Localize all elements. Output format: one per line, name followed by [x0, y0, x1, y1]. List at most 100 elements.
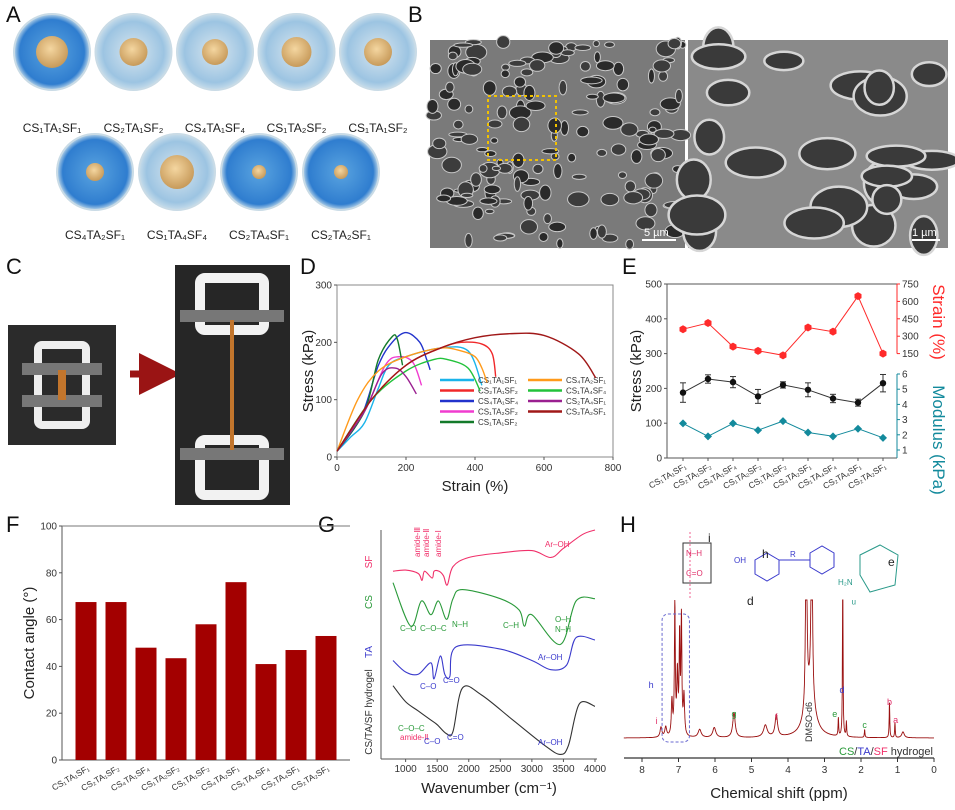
sem-pore: [567, 191, 590, 208]
sem-pore: [460, 133, 479, 145]
panel-b-sem-images: 5 µm 1 µm: [425, 26, 955, 257]
legend-label: CS₂TA₁SF₂: [478, 387, 518, 396]
series-line-5: [336, 347, 488, 452]
legend-label: CS₂TA₄SF₁: [566, 397, 606, 406]
repeat-n: n: [852, 598, 856, 607]
panel-label-b: B: [408, 2, 423, 27]
legend-text: CS/TA/SF hydrogel: [839, 746, 933, 758]
panel-e-mechanical-summary-chart: 0 100 200 300 400 500 150 300 450 600 750 1 2 3 4 5 6 Str…: [628, 280, 948, 495]
spectrum-label: CS: [364, 595, 375, 609]
sem-pore: [623, 191, 644, 205]
x-tick-label: 1500: [426, 764, 449, 775]
peak-label: e: [832, 709, 837, 719]
y-tick-label: 300: [315, 281, 332, 292]
sem-pore: [600, 192, 620, 207]
sem-pore: [547, 117, 562, 134]
peak-label: i: [656, 716, 658, 726]
legend-part: /: [871, 746, 875, 758]
sem-pore: [574, 44, 592, 52]
stress-point: [704, 375, 712, 383]
sem-pore: [690, 42, 747, 71]
label-h: h: [762, 547, 769, 561]
x-tick-label: 3000: [521, 764, 544, 775]
sem-pore: [667, 194, 727, 236]
strain-point: [854, 292, 862, 301]
peak-annotation: N–H: [452, 620, 468, 629]
sample-label: CS₄TA₂SF₁: [65, 228, 125, 242]
sem-pore: [493, 234, 508, 242]
panel-g-ftir-chart: 1000 1500 2000 2500 3000 3500 4000 Wavenumber (…: [364, 527, 607, 797]
panel-h-nmr-chart: 8 7 6 5 4 3 2 1 0 Chemical shift (ppm) i h g f e d c ba DM…: [623, 531, 937, 802]
sem-pore: [724, 146, 787, 179]
hydrogel-sample: [364, 38, 392, 66]
peak-annotation: O–H: [555, 615, 572, 624]
sem-pore: [532, 163, 544, 175]
y-tick-label: 0: [656, 454, 662, 465]
x-tick-label: 3500: [552, 764, 575, 775]
y-tick-label: 100: [645, 419, 662, 430]
sem-pore: [472, 206, 484, 221]
sem-pore: [479, 197, 498, 205]
solvent-label: DMSO-d6: [804, 702, 814, 742]
sem-pore: [592, 39, 600, 48]
stress-point: [679, 389, 687, 396]
sem-pore: [462, 62, 483, 76]
sem-pore: [548, 41, 565, 55]
sample-label: CS₂TA₄SF₁: [229, 228, 289, 242]
y-tick-label: 20: [46, 709, 58, 720]
sem-pore: [501, 63, 510, 71]
bar: [285, 650, 307, 760]
sem-pore: [653, 128, 675, 139]
sem-pore: [490, 137, 499, 144]
sample-label: CS₁TA₁SF₁: [23, 121, 82, 135]
y-tick-label: 0: [326, 453, 332, 464]
amide-nh: N–H: [686, 549, 702, 558]
panel-label-a: A: [6, 2, 21, 27]
legend-part: hydrogel: [888, 746, 933, 758]
sem-pore: [871, 183, 903, 216]
bar: [75, 602, 97, 760]
bar: [195, 624, 217, 760]
x-tick-label: 200: [398, 463, 415, 474]
stress-point: [729, 378, 737, 386]
sem-pore: [863, 69, 896, 106]
spectrum-line-0: [392, 529, 596, 586]
y-tick-label: 600: [902, 297, 919, 308]
legend-label: CS₁TA₁SF₂: [478, 418, 517, 427]
sem-pore: [910, 61, 948, 88]
legend-label: CS₁TA₁SF₁: [478, 376, 517, 385]
chemical-structure: N–H C=O i OH Rh d H₂N e n: [682, 531, 899, 608]
y-tick-label: 60: [46, 615, 58, 626]
legend-label: CS₄TA₁SF₄: [478, 397, 518, 406]
peak-annotation: amide-Ⅲ: [413, 527, 422, 557]
bar: [135, 647, 157, 760]
amide-box: [682, 542, 712, 584]
sem-pore: [595, 60, 615, 72]
x-tick-label: 600: [536, 463, 553, 474]
label-i: i: [708, 531, 711, 545]
sem-pore: [560, 120, 570, 136]
series-line-0: [336, 346, 483, 452]
y2-axis-title-strain: Strain (%): [929, 284, 948, 360]
chitosan-ring: [859, 544, 899, 593]
sem-pore: [579, 60, 591, 72]
sem-pore: [441, 156, 462, 174]
sem-pore: [548, 221, 567, 233]
sem-pore: [674, 88, 683, 104]
amine-label: H₂N: [838, 578, 853, 587]
sem-pore: [491, 165, 502, 172]
modulus-point: [829, 432, 837, 441]
peak-annotation: amide-Ⅰ: [434, 530, 443, 557]
sem-pore: [453, 42, 474, 48]
hydrogel-sample: [86, 163, 104, 181]
peak-label: h: [649, 680, 654, 690]
sem-pore: [604, 41, 615, 48]
sem-pore: [482, 80, 497, 96]
x-tick-label: 3: [822, 765, 828, 776]
panel-label-f: F: [6, 512, 19, 537]
sem-pore: [543, 213, 552, 225]
peak-annotation: C–O–C: [398, 724, 425, 733]
sem-pore: [538, 231, 549, 242]
y-tick-label: 80: [46, 568, 58, 579]
